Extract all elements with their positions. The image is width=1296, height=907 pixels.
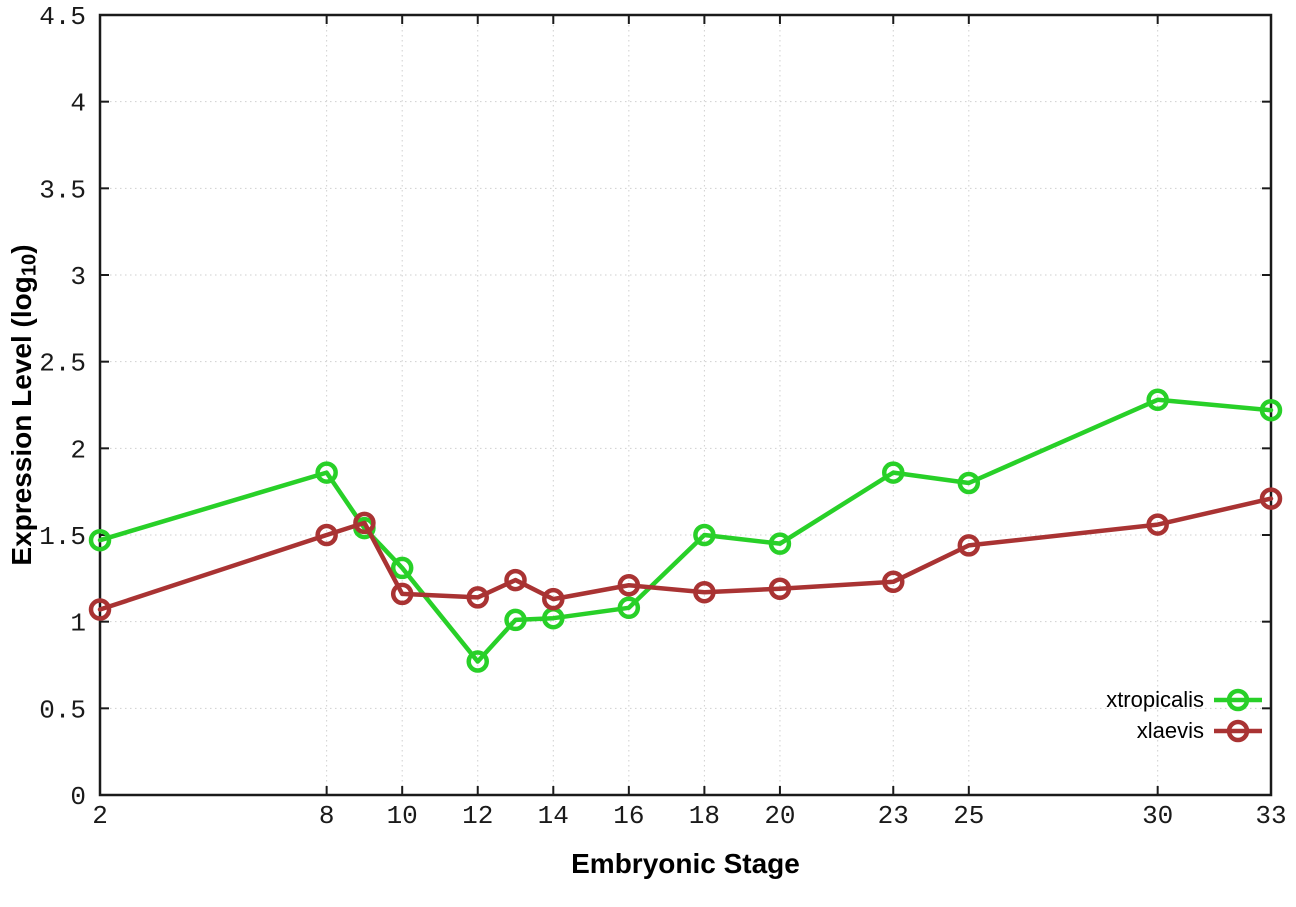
xlaevis-point-18 [693,580,716,604]
y-tick-label-0.5: 0.5 [39,695,86,725]
y-tick-label-3: 3 [70,262,86,292]
xlaevis-point-13 [504,568,527,592]
y-tick-label-4: 4 [70,89,86,119]
xtropicalis-point-2 [88,528,112,552]
x-tick-label-10: 10 [387,801,418,831]
y-tick-label-1.5: 1.5 [39,522,86,552]
xtropicalis-point-10 [390,556,414,580]
plot-border [98,13,1273,797]
xtropicalis-point-23 [882,461,905,484]
xtropicalis-point-13 [504,608,527,632]
y-tick-label-1: 1 [70,609,86,639]
y-tick-label-2.5: 2.5 [39,349,86,379]
xtropicalis-point-25 [957,471,981,495]
x-tick-label-8: 8 [319,801,335,831]
legend-label-xlaevis: xlaevis [1136,718,1204,743]
xlaevis-point-33 [1259,487,1283,510]
xtropicalis-point-16 [617,596,641,620]
y-tick-label-0: 0 [70,782,86,812]
y-tick-label-2: 2 [70,435,86,465]
xtropicalis-point-12 [466,650,489,673]
x-tick-label-30: 30 [1142,801,1173,831]
xlaevis-point-2 [88,598,112,621]
x-tick-label-16: 16 [613,801,644,831]
x-tick-label-14: 14 [538,801,569,831]
xlaevis-point-14 [542,587,565,611]
x-axis-label: Embryonic Stage [571,848,800,879]
xtropicalis-point-8 [315,461,338,484]
y-tick-label-4.5: 4.5 [39,2,86,32]
x-tick-label-23: 23 [878,801,909,831]
y-axis-label-text: Expression Level (log [6,276,37,566]
xtropicalis-point-33 [1259,398,1283,422]
x-tick-label-12: 12 [462,801,493,831]
xlaevis-point-8 [315,523,338,547]
xlaevis-line [97,496,1274,612]
x-tick-label-25: 25 [953,801,984,831]
xlaevis-point-9 [353,511,376,535]
xlaevis-point-20 [768,577,792,600]
legend-label-xtropicalis: xtropicalis [1106,687,1204,712]
xlaevis-point-12 [466,586,489,609]
legend-entry-xtropicalis: xtropicalis [1106,684,1262,715]
xtropicalis-point-20 [768,532,792,555]
xlaevis-point-10 [390,582,414,606]
x-tick-label-20: 20 [764,801,795,831]
xlaevis-point-25 [957,534,981,557]
xtropicalis-point-30 [1146,388,1169,412]
xlaevis-legend-marker-icon [1214,719,1262,742]
y-axis-label-close: ) [6,244,37,254]
xlaevis-point-30 [1146,513,1169,536]
x-tick-label-2: 2 [92,801,108,831]
y-tick-label-3.5: 3.5 [39,175,86,205]
xlaevis-point-23 [882,570,905,594]
xtropicalis-legend-marker-icon [1214,688,1262,711]
x-tick-label-33: 33 [1255,801,1286,831]
legend: xtropicalis xlaevis [1106,684,1262,746]
y-axis-label-subscript: 10 [18,253,41,277]
xlaevis-point-16 [617,574,641,597]
legend-entry-xlaevis: xlaevis [1106,715,1262,746]
xtropicalis-point-18 [693,523,716,547]
y-axis-label: Expression Level (log10) [6,244,41,565]
x-tick-label-18: 18 [689,801,720,831]
